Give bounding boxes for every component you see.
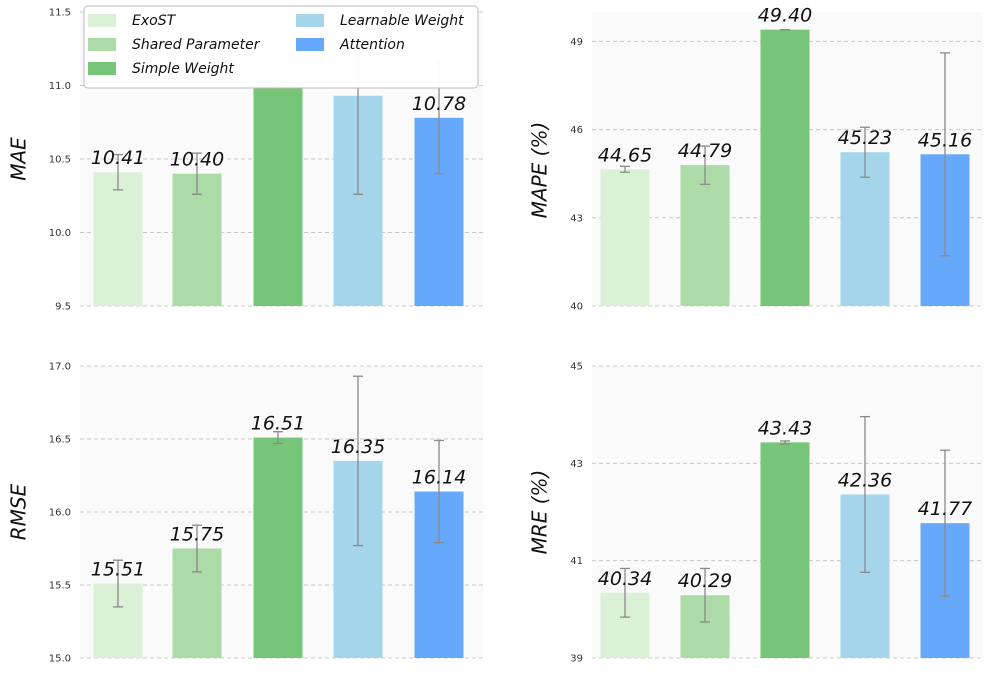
y-tick-label: 40 bbox=[570, 302, 583, 313]
bar-2 bbox=[172, 173, 222, 306]
bar-3 bbox=[253, 85, 303, 306]
legend-swatch bbox=[88, 62, 116, 75]
data-label: 43.43 bbox=[758, 417, 812, 439]
y-axis-label: MAPE (%) bbox=[528, 122, 552, 219]
legend-swatch bbox=[296, 14, 324, 27]
data-label: 41.77 bbox=[918, 498, 972, 520]
data-label: 44.79 bbox=[678, 140, 732, 162]
data-label: 49.40 bbox=[758, 5, 812, 27]
data-label: 45.23 bbox=[838, 127, 892, 149]
data-label: 45.16 bbox=[918, 129, 972, 151]
data-label: 15.75 bbox=[170, 524, 224, 546]
data-label: 10.78 bbox=[412, 93, 466, 115]
legend-label: ExoST bbox=[132, 13, 177, 29]
y-tick-label: 46 bbox=[570, 125, 583, 136]
y-tick-label: 15.0 bbox=[49, 654, 71, 665]
legend-box bbox=[83, 5, 479, 89]
bar-1 bbox=[93, 172, 143, 306]
data-label: 40.29 bbox=[678, 570, 732, 592]
data-label: 15.51 bbox=[91, 559, 145, 581]
bar-3 bbox=[760, 442, 810, 658]
y-tick-label: 39 bbox=[570, 654, 583, 665]
data-label: 42.36 bbox=[838, 469, 892, 491]
bar-3 bbox=[253, 437, 303, 658]
y-tick-label: 43 bbox=[570, 459, 583, 470]
y-axis-label: RMSE bbox=[7, 483, 31, 540]
legend-label: Learnable Weight bbox=[340, 13, 464, 29]
y-tick-label: 10.0 bbox=[49, 228, 71, 239]
data-label: 10.40 bbox=[170, 149, 224, 171]
legend-swatch bbox=[296, 38, 324, 51]
data-label: 16.51 bbox=[251, 413, 305, 435]
legend-label: Attention bbox=[339, 37, 405, 53]
data-label: 44.65 bbox=[598, 144, 652, 166]
legend-label: Shared Parameter bbox=[132, 37, 261, 53]
y-tick-label: 16.0 bbox=[49, 508, 71, 519]
y-tick-label: 11.5 bbox=[49, 8, 71, 19]
data-label: 16.35 bbox=[331, 436, 385, 458]
y-tick-label: 16.5 bbox=[49, 435, 71, 446]
y-tick-label: 43 bbox=[570, 213, 583, 224]
bar-2 bbox=[680, 165, 730, 306]
legend-swatch bbox=[88, 14, 116, 27]
y-tick-label: 49 bbox=[570, 37, 583, 48]
y-tick-label: 9.5 bbox=[55, 302, 71, 313]
data-label: 10.41 bbox=[91, 147, 145, 169]
y-tick-label: 45 bbox=[570, 362, 583, 373]
y-tick-label: 11.0 bbox=[49, 81, 71, 92]
y-tick-label: 10.5 bbox=[49, 155, 71, 166]
bar-3 bbox=[760, 29, 810, 306]
y-axis-label: MRE (%) bbox=[528, 470, 552, 555]
data-label: 40.34 bbox=[598, 568, 652, 590]
bar-1 bbox=[600, 169, 650, 306]
data-label: 16.14 bbox=[412, 467, 466, 489]
y-axis-label: MAE bbox=[7, 137, 31, 181]
y-tick-label: 15.5 bbox=[49, 581, 71, 592]
legend-swatch bbox=[88, 38, 116, 51]
legend-label: Simple Weight bbox=[132, 61, 234, 77]
y-tick-label: 41 bbox=[570, 556, 583, 567]
y-tick-label: 17.0 bbox=[49, 362, 71, 373]
